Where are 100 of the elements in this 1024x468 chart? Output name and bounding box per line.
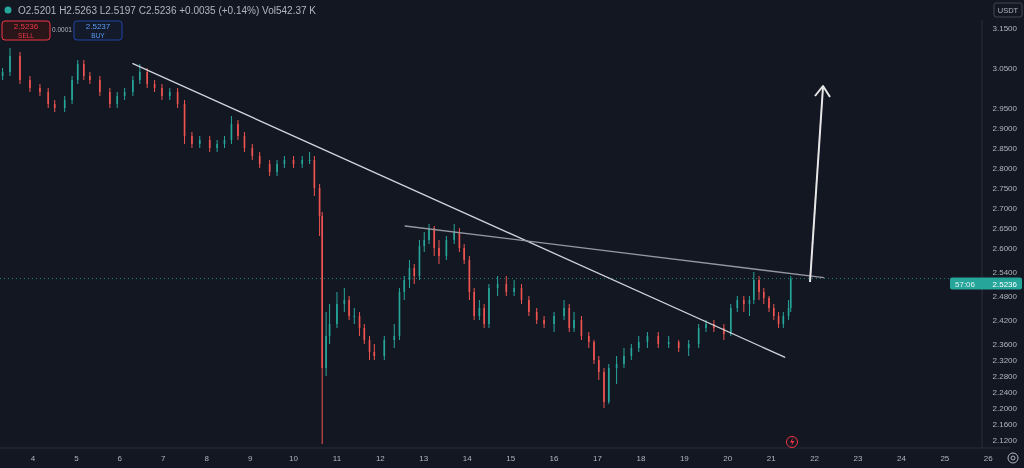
candlestick: [705, 319, 707, 333]
x-tick-label: 9: [247, 454, 253, 463]
candlestick: [553, 311, 555, 333]
candlestick: [139, 63, 141, 85]
x-tick-label: 23: [853, 454, 864, 463]
x-tick-label: 5: [74, 454, 80, 463]
candlestick: [99, 75, 101, 97]
y-tick-label: 2.9500: [992, 103, 1018, 113]
candlestick: [423, 231, 426, 253]
x-tick-label: 7: [161, 454, 167, 463]
candlestick: [39, 83, 41, 97]
candlestick: [433, 225, 436, 257]
candlestick: [587, 331, 590, 349]
y-tick-label: 2.2000: [992, 403, 1018, 413]
candlestick: [393, 323, 396, 349]
x-tick-label: 11: [332, 454, 342, 463]
x-tick-label: 16: [549, 454, 560, 463]
y-tick-label: 2.8000: [992, 163, 1018, 173]
y-tick-label: 2.2400: [992, 387, 1018, 397]
candlestick: [146, 67, 149, 89]
candlestick: [413, 263, 416, 285]
candlestick: [528, 295, 530, 317]
x-tick-label: 19: [679, 454, 690, 463]
candlestick: [573, 311, 575, 333]
x-tick-label: 20: [723, 454, 733, 463]
y-tick-label: 2.6000: [992, 243, 1018, 253]
candlestick: [593, 339, 595, 365]
x-tick-label: 25: [940, 454, 950, 463]
candlestick: [473, 287, 475, 321]
candlestick: [563, 299, 565, 321]
candlestick: [505, 275, 508, 297]
annotation: 57:06: [955, 279, 976, 289]
x-tick-label: 12: [375, 454, 386, 463]
y-tick-label: 2.6500: [992, 223, 1018, 233]
x-tick-label: 4: [30, 454, 36, 463]
x-tick-label: 24: [896, 454, 907, 463]
candlestick: [513, 279, 515, 297]
candlestick: [82, 59, 85, 81]
y-tick-label: 2.3200: [992, 355, 1018, 365]
chart-title: O2.5201 H2.5263 L2.5197 C2.5236 +0.0035 (+0.14%) Vol542.37 K: [18, 5, 317, 16]
x-tick-label: 13: [419, 454, 429, 463]
candlestick: [191, 131, 193, 149]
candlestick: [488, 283, 490, 329]
candlestick: [348, 295, 350, 321]
y-tick-label: 2.4200: [992, 315, 1018, 325]
y-tick-label: 2.5400: [992, 267, 1018, 277]
x-tick-label: 18: [636, 454, 646, 463]
y-tick-label: 3.1500: [992, 23, 1018, 33]
x-tick-label: 10: [289, 454, 299, 463]
y-tick-label: 2.1600: [992, 419, 1018, 429]
candlestick: [89, 71, 91, 85]
candlestick: [762, 287, 765, 305]
candlestick: [438, 239, 440, 265]
candlestick: [71, 75, 73, 105]
x-tick-label: 21: [766, 454, 777, 463]
candlestick: [428, 223, 430, 245]
candlestick: [453, 223, 456, 245]
candlestick: [47, 87, 50, 109]
candlestick: [363, 323, 366, 345]
y-tick-label: 2.1200: [992, 435, 1018, 445]
candlestick: [543, 315, 545, 329]
candlestick: [132, 75, 134, 97]
candlestick: [603, 367, 605, 409]
y-tick-label: 2.7000: [992, 203, 1018, 213]
candlestick: [743, 295, 745, 313]
candlestick: [19, 51, 21, 85]
x-tick-label: 14: [462, 454, 473, 463]
candlestick: [723, 323, 725, 341]
x-tick-label: 22: [810, 454, 820, 463]
ref-line-label: 2.5236: [992, 279, 1018, 289]
annotation: 2.5237: [85, 22, 111, 31]
candlestick: [568, 303, 571, 333]
candlestick: [76, 59, 79, 85]
candlestick: [9, 47, 11, 77]
candlestick: [758, 275, 760, 301]
candlestick: [623, 347, 625, 369]
candlestick: [768, 295, 770, 313]
y-tick-label: 2.9000: [992, 123, 1018, 133]
y-tick-label: 2.3600: [992, 339, 1018, 349]
x-tick-label: 8: [204, 454, 210, 463]
x-tick-label: 6: [117, 454, 123, 463]
y-tick-label: 2.4800: [992, 291, 1018, 301]
candlestick: [403, 275, 406, 301]
candlestick: [383, 335, 386, 361]
candlestick: [597, 355, 600, 381]
candlestick: [237, 119, 239, 141]
candlestick: [325, 311, 327, 377]
candlestick: [216, 139, 218, 153]
candlestick: [276, 159, 278, 177]
x-tick-label: 26: [983, 454, 994, 463]
x-tick-label: 17: [593, 454, 603, 463]
candlestick: [109, 87, 111, 109]
candlestick: [29, 75, 31, 93]
candlestick: [161, 83, 163, 101]
x-tick-label: 15: [506, 454, 516, 463]
y-tick-label: 2.8500: [992, 143, 1018, 153]
candlestick: [729, 303, 732, 337]
candlestick: [483, 303, 485, 329]
candlestick: [336, 291, 338, 329]
candlestick: [463, 243, 465, 265]
